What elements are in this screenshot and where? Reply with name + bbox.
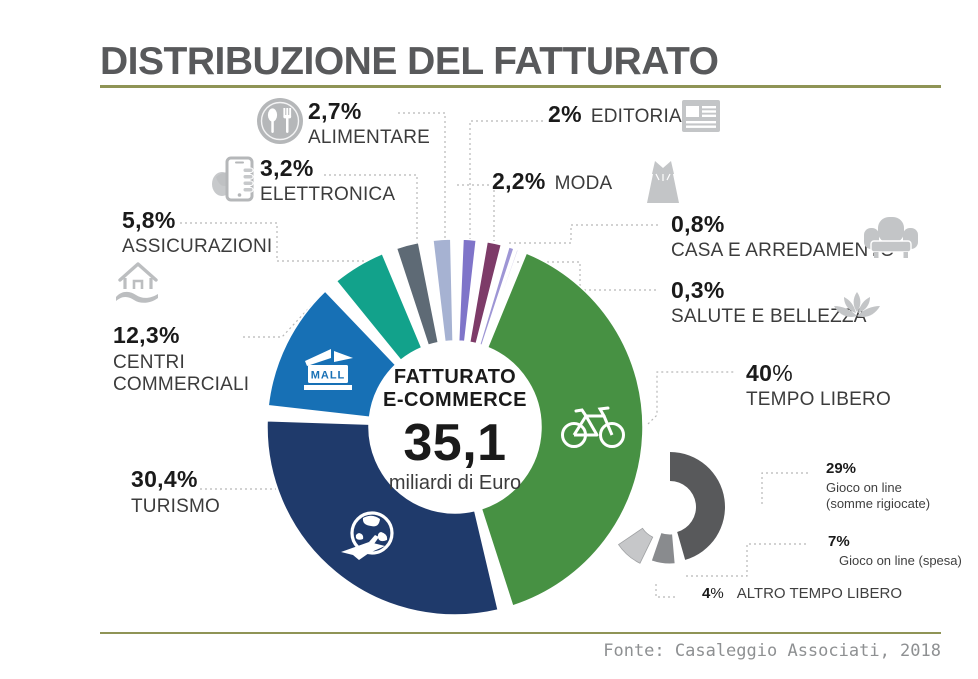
tempo-label: TEMPO LIBERO xyxy=(746,389,891,411)
leader-line xyxy=(398,112,446,240)
callout-gioco-spesa: 7% Gioco on line (spesa) xyxy=(828,533,962,569)
leader-line xyxy=(517,261,656,291)
callout-altro-tempo-libero: 4% ALTRO TEMPO LIBERO xyxy=(702,585,902,602)
svg-text:MALL: MALL xyxy=(311,370,346,382)
center-value: 35,1 xyxy=(403,414,507,472)
house-hand-icon xyxy=(112,257,164,305)
altro-label: ALTRO TEMPO LIBERO xyxy=(736,585,903,602)
callout-casa: 0,8% CASA E ARREDAMENTO xyxy=(671,212,895,262)
salute-label: SALUTE E BELLEZZA xyxy=(671,306,867,328)
gioco-spesa-pct: 7% xyxy=(828,533,850,550)
leader-line xyxy=(684,543,806,577)
globe-plane-icon xyxy=(339,505,403,569)
salute-pct: 0,3% xyxy=(671,277,725,303)
lotus-icon xyxy=(833,291,881,321)
moda-pct: 2,2% xyxy=(492,168,546,194)
callout-assicurazioni: 5,8% ASSICURAZIONI xyxy=(122,208,272,258)
gioco-rigiocate-line2: (somme rigiocate) xyxy=(826,495,931,511)
source-credit: Fonte: Casaleggio Associati, 2018 xyxy=(603,641,941,661)
donut-segment-editoria xyxy=(457,238,478,343)
donut-segment-casa-e-arredamento xyxy=(478,245,515,347)
center-line2: E-COMMERCE xyxy=(383,389,527,411)
center-unit: miliardi di Euro xyxy=(388,472,522,494)
elettronica-pct: 3,2% xyxy=(260,155,314,181)
armchair-icon xyxy=(862,215,920,259)
leader-line xyxy=(469,120,543,239)
donut-segment-tempo-libero xyxy=(480,252,644,607)
newspaper-icon xyxy=(681,99,721,133)
editoria-label: EDITORIA xyxy=(590,106,682,127)
gioco-rigiocate-pct: 29% xyxy=(826,460,857,477)
subdonut-segment-altro-tempo-libero xyxy=(617,527,654,564)
callout-alimentare: 2,7% ALIMENTARE xyxy=(308,99,430,149)
donut-center-label: FATTURATO E-COMMERCE 35,1 miliardi di Eu… xyxy=(325,366,585,495)
leader-line xyxy=(180,222,371,262)
turismo-label: TURISMO xyxy=(131,496,221,518)
centri-pct: 12,3% xyxy=(113,322,180,348)
donut-segment-moda xyxy=(468,240,503,345)
leader-line xyxy=(647,371,736,425)
top-rule xyxy=(100,85,941,88)
page-title: DISTRIBUZIONE DEL FATTURATO xyxy=(100,40,719,83)
donut-segment-centri-commerciali xyxy=(267,289,397,419)
assicurazioni-pct: 5,8% xyxy=(122,207,176,233)
centri-label-line1: CENTRI xyxy=(113,352,185,374)
turismo-pct: 30,4% xyxy=(131,466,198,492)
center-line1: FATTURATO xyxy=(393,366,517,388)
subdonut-segment-gioco-on-line-spesa- xyxy=(651,533,675,564)
gioco-spesa-label: Gioco on line (spesa) xyxy=(839,553,962,568)
leader-line xyxy=(509,224,660,244)
gioco-rigiocate-line1: Gioco on line xyxy=(826,480,902,495)
callout-elettronica: 3,2% ELETTRONICA xyxy=(260,156,395,206)
callout-turismo: 30,4% TURISMO xyxy=(131,467,220,518)
centri-label-line2: COMMERCIALI xyxy=(113,373,250,395)
phone-hand-icon xyxy=(210,153,262,205)
leader-line xyxy=(655,584,678,598)
moda-label: MODA xyxy=(554,173,613,194)
leader-line xyxy=(761,472,808,505)
tempo-pct: 40% xyxy=(746,360,793,386)
assicurazioni-label: ASSICURAZIONI xyxy=(122,236,273,258)
subdonut-segment-gioco-on-line-somme-rigiocate- xyxy=(670,452,726,560)
callout-tempo-libero: 40% TEMPO LIBERO xyxy=(746,361,891,411)
callout-gioco-rigiocate: 29% Gioco on line (somme rigiocate) xyxy=(826,460,930,511)
donut-segment-alimentare xyxy=(432,238,454,343)
donut-segment-salute-e-bellezza xyxy=(482,248,520,348)
callout-salute: 0,3% SALUTE E BELLEZZA xyxy=(671,278,867,328)
elettronica-label: ELETTRONICA xyxy=(260,184,396,206)
callout-centri-commerciali: 12,3% CENTRI COMMERCIALI xyxy=(113,323,249,396)
editoria-pct: 2% xyxy=(548,101,582,127)
cutlery-icon xyxy=(256,97,304,145)
dress-icon xyxy=(644,160,682,206)
altro-pct: 4% xyxy=(702,585,724,602)
callout-moda: 2,2% MODA xyxy=(492,169,612,195)
casa-pct: 0,8% xyxy=(671,211,725,237)
alimentare-label: ALIMENTARE xyxy=(308,127,431,149)
bottom-rule xyxy=(100,632,941,634)
alimentare-pct: 2,7% xyxy=(308,98,362,124)
callout-editoria: 2% EDITORIA xyxy=(548,102,682,128)
bicycle-icon xyxy=(559,404,627,450)
leader-line xyxy=(324,174,418,247)
donut-segment-assicurazioni xyxy=(335,252,423,362)
mall-icon: MALL xyxy=(297,345,359,393)
casa-label: CASA E ARREDAMENTO xyxy=(671,240,895,262)
donut-segment-elettronica xyxy=(395,241,440,347)
